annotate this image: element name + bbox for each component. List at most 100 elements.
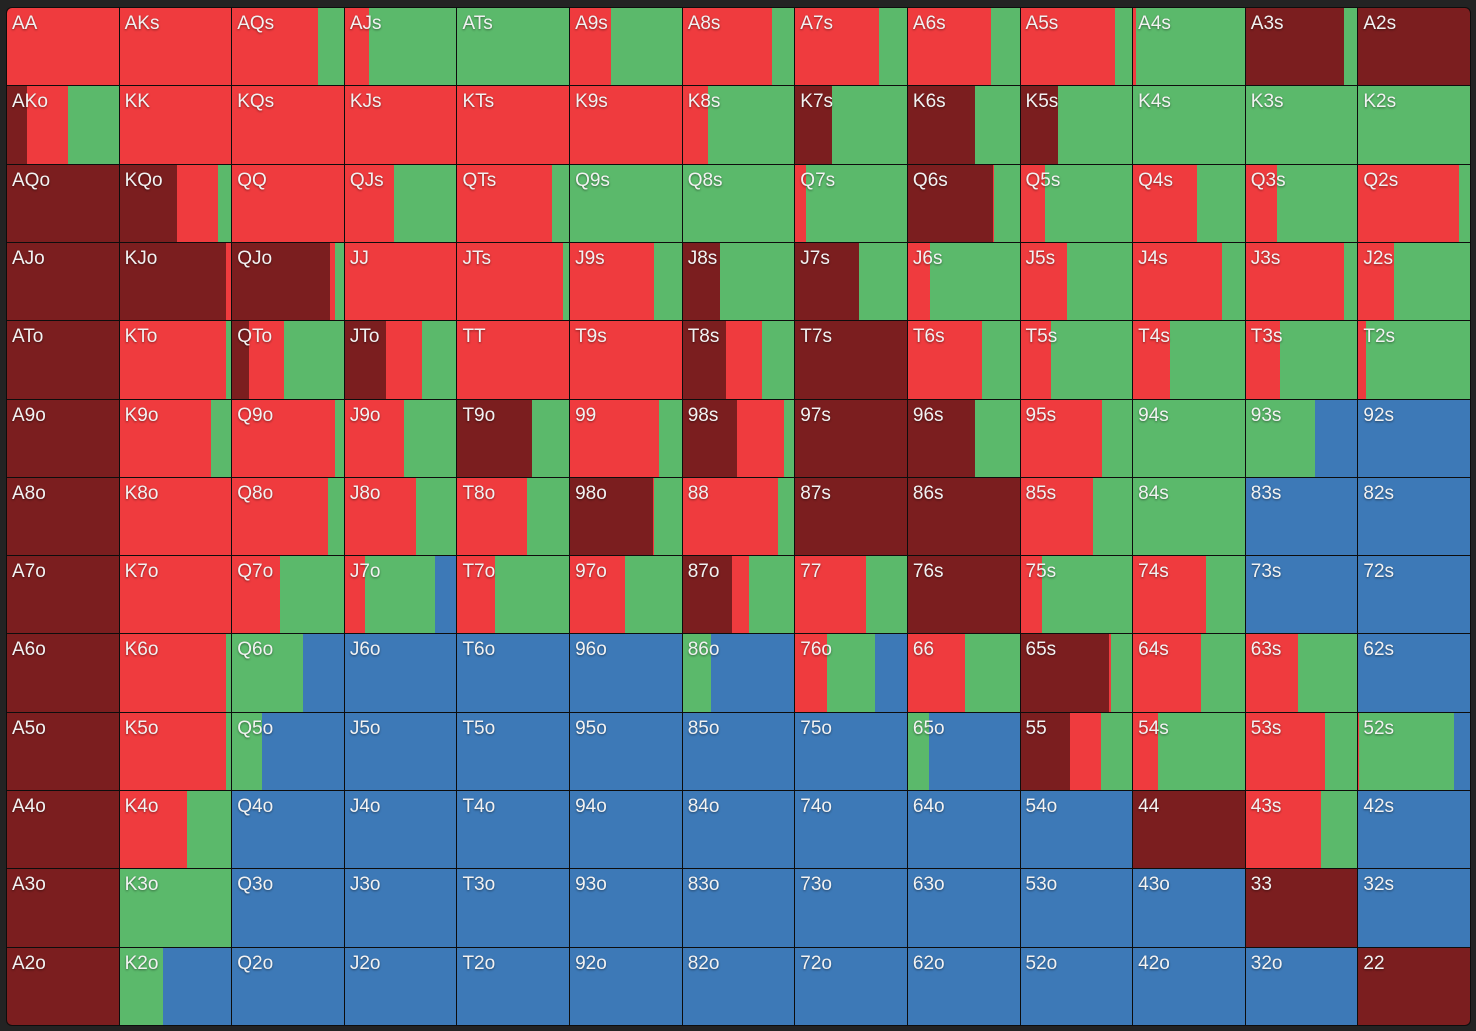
hand-cell[interactable]: 84o (682, 791, 795, 869)
hand-cell[interactable]: T9s (570, 321, 682, 399)
hand-cell[interactable]: K3o (119, 869, 232, 947)
hand-cell[interactable]: T5s (1020, 321, 1133, 399)
hand-cell[interactable]: Q5o (232, 712, 344, 791)
hand-cell[interactable]: 62s (1358, 634, 1470, 712)
hand-cell[interactable]: 95s (1020, 399, 1133, 477)
hand-cell[interactable]: AA (7, 8, 119, 86)
hand-cell[interactable]: T9o (457, 399, 570, 477)
hand-cell[interactable]: T4s (1133, 321, 1245, 399)
hand-cell[interactable]: AKs (119, 8, 232, 86)
hand-cell[interactable]: J4o (344, 791, 457, 869)
hand-cell[interactable]: J7s (795, 242, 907, 321)
hand-cell[interactable]: JTs (457, 242, 570, 321)
hand-cell[interactable]: 65s (1020, 634, 1133, 712)
hand-cell[interactable]: K2o (119, 947, 232, 1025)
hand-cell[interactable]: 52o (1020, 947, 1133, 1025)
hand-cell[interactable]: 92s (1358, 399, 1470, 477)
hand-cell[interactable]: KTs (457, 86, 570, 164)
hand-cell[interactable]: K8o (119, 477, 232, 556)
hand-cell[interactable]: Q7o (232, 556, 344, 634)
hand-cell[interactable]: 95o (570, 712, 682, 791)
hand-cell[interactable]: T3o (457, 869, 570, 947)
hand-cell[interactable]: 75o (795, 712, 907, 791)
hand-cell[interactable]: AJo (7, 242, 119, 321)
hand-cell[interactable]: K4s (1133, 86, 1245, 164)
hand-cell[interactable]: 98s (682, 399, 795, 477)
hand-cell[interactable]: 85s (1020, 477, 1133, 556)
hand-cell[interactable]: 82s (1358, 477, 1470, 556)
hand-cell[interactable]: QQ (232, 164, 344, 242)
hand-cell[interactable]: 77 (795, 556, 907, 634)
hand-cell[interactable]: K4o (119, 791, 232, 869)
hand-cell[interactable]: TT (457, 321, 570, 399)
hand-cell[interactable]: J3s (1245, 242, 1358, 321)
hand-cell[interactable]: T8s (682, 321, 795, 399)
hand-cell[interactable]: Q7s (795, 164, 907, 242)
hand-cell[interactable]: Q8o (232, 477, 344, 556)
hand-cell[interactable]: K5s (1020, 86, 1133, 164)
hand-cell[interactable]: A7s (795, 8, 907, 86)
hand-cell[interactable]: A3s (1245, 8, 1358, 86)
hand-cell[interactable]: T2s (1358, 321, 1470, 399)
hand-cell[interactable]: 83s (1245, 477, 1358, 556)
hand-cell[interactable]: 65o (907, 712, 1020, 791)
hand-cell[interactable]: T7o (457, 556, 570, 634)
hand-cell[interactable]: ATo (7, 321, 119, 399)
hand-cell[interactable]: 76o (795, 634, 907, 712)
hand-cell[interactable]: K6s (907, 86, 1020, 164)
hand-cell[interactable]: 72s (1358, 556, 1470, 634)
hand-cell[interactable]: A9o (7, 399, 119, 477)
hand-cell[interactable]: AQo (7, 164, 119, 242)
hand-cell[interactable]: K7s (795, 86, 907, 164)
hand-cell[interactable]: A3o (7, 869, 119, 947)
hand-cell[interactable]: Q3s (1245, 164, 1358, 242)
hand-cell[interactable]: AQs (232, 8, 344, 86)
hand-cell[interactable]: 43o (1133, 869, 1245, 947)
hand-cell[interactable]: AKo (7, 86, 119, 164)
hand-cell[interactable]: 97o (570, 556, 682, 634)
hand-cell[interactable]: QJs (344, 164, 457, 242)
hand-cell[interactable]: T5o (457, 712, 570, 791)
hand-cell[interactable]: T8o (457, 477, 570, 556)
hand-cell[interactable]: 63o (907, 869, 1020, 947)
hand-cell[interactable]: 98o (570, 477, 682, 556)
hand-cell[interactable]: J3o (344, 869, 457, 947)
hand-cell[interactable]: K9s (570, 86, 682, 164)
hand-cell[interactable]: Q3o (232, 869, 344, 947)
hand-cell[interactable]: KQo (119, 164, 232, 242)
hand-cell[interactable]: K2s (1358, 86, 1470, 164)
hand-cell[interactable]: Q8s (682, 164, 795, 242)
hand-cell[interactable]: 43s (1245, 791, 1358, 869)
hand-cell[interactable]: 73s (1245, 556, 1358, 634)
hand-cell[interactable]: KK (119, 86, 232, 164)
hand-cell[interactable]: Q4o (232, 791, 344, 869)
hand-cell[interactable]: 42s (1358, 791, 1470, 869)
hand-cell[interactable]: T3s (1245, 321, 1358, 399)
hand-cell[interactable]: 94o (570, 791, 682, 869)
hand-cell[interactable]: J6o (344, 634, 457, 712)
hand-cell[interactable]: 62o (907, 947, 1020, 1025)
hand-cell[interactable]: 66 (907, 634, 1020, 712)
hand-cell[interactable]: 75s (1020, 556, 1133, 634)
hand-cell[interactable]: J4s (1133, 242, 1245, 321)
hand-cell[interactable]: J9o (344, 399, 457, 477)
hand-cell[interactable]: 99 (570, 399, 682, 477)
hand-cell[interactable]: A4o (7, 791, 119, 869)
hand-cell[interactable]: 82o (682, 947, 795, 1025)
hand-cell[interactable]: QJo (232, 242, 344, 321)
hand-cell[interactable]: 22 (1358, 947, 1470, 1025)
hand-cell[interactable]: 83o (682, 869, 795, 947)
hand-cell[interactable]: 55 (1020, 712, 1133, 791)
hand-cell[interactable]: KQs (232, 86, 344, 164)
hand-cell[interactable]: Q6o (232, 634, 344, 712)
hand-cell[interactable]: K6o (119, 634, 232, 712)
hand-cell[interactable]: 84s (1133, 477, 1245, 556)
hand-cell[interactable]: Q9o (232, 399, 344, 477)
hand-cell[interactable]: 53s (1245, 712, 1358, 791)
hand-cell[interactable]: 88 (682, 477, 795, 556)
hand-cell[interactable]: T2o (457, 947, 570, 1025)
hand-cell[interactable]: A2s (1358, 8, 1470, 86)
hand-cell[interactable]: T6o (457, 634, 570, 712)
hand-cell[interactable]: 54o (1020, 791, 1133, 869)
hand-cell[interactable]: A6s (907, 8, 1020, 86)
